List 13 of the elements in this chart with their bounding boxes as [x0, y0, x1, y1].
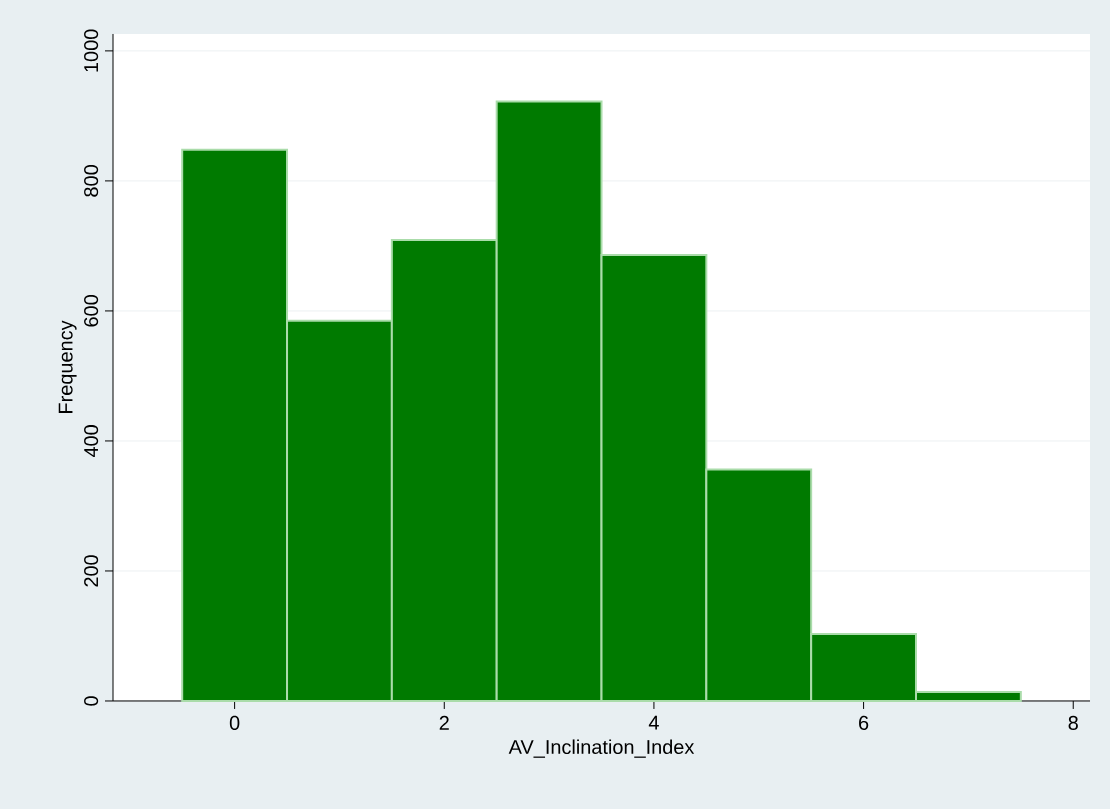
y-tick-label: 0 — [84, 696, 99, 706]
y-tick-label: 600 — [84, 295, 99, 327]
x-axis-title: AV_Inclination_Index — [508, 739, 695, 758]
x-tick-label: 2 — [439, 715, 449, 730]
y-tick-label: 1000 — [84, 29, 99, 72]
x-tick-label: 0 — [229, 715, 240, 730]
y-tick-label: 200 — [84, 555, 99, 587]
y-tick-label: 800 — [84, 165, 99, 197]
x-tick-label: 6 — [859, 715, 869, 730]
y-axis-title: Frequency — [58, 320, 77, 413]
x-tick-label: 8 — [1068, 715, 1078, 730]
y-tick-label: 400 — [84, 425, 99, 458]
x-tick-label: 4 — [648, 715, 659, 730]
